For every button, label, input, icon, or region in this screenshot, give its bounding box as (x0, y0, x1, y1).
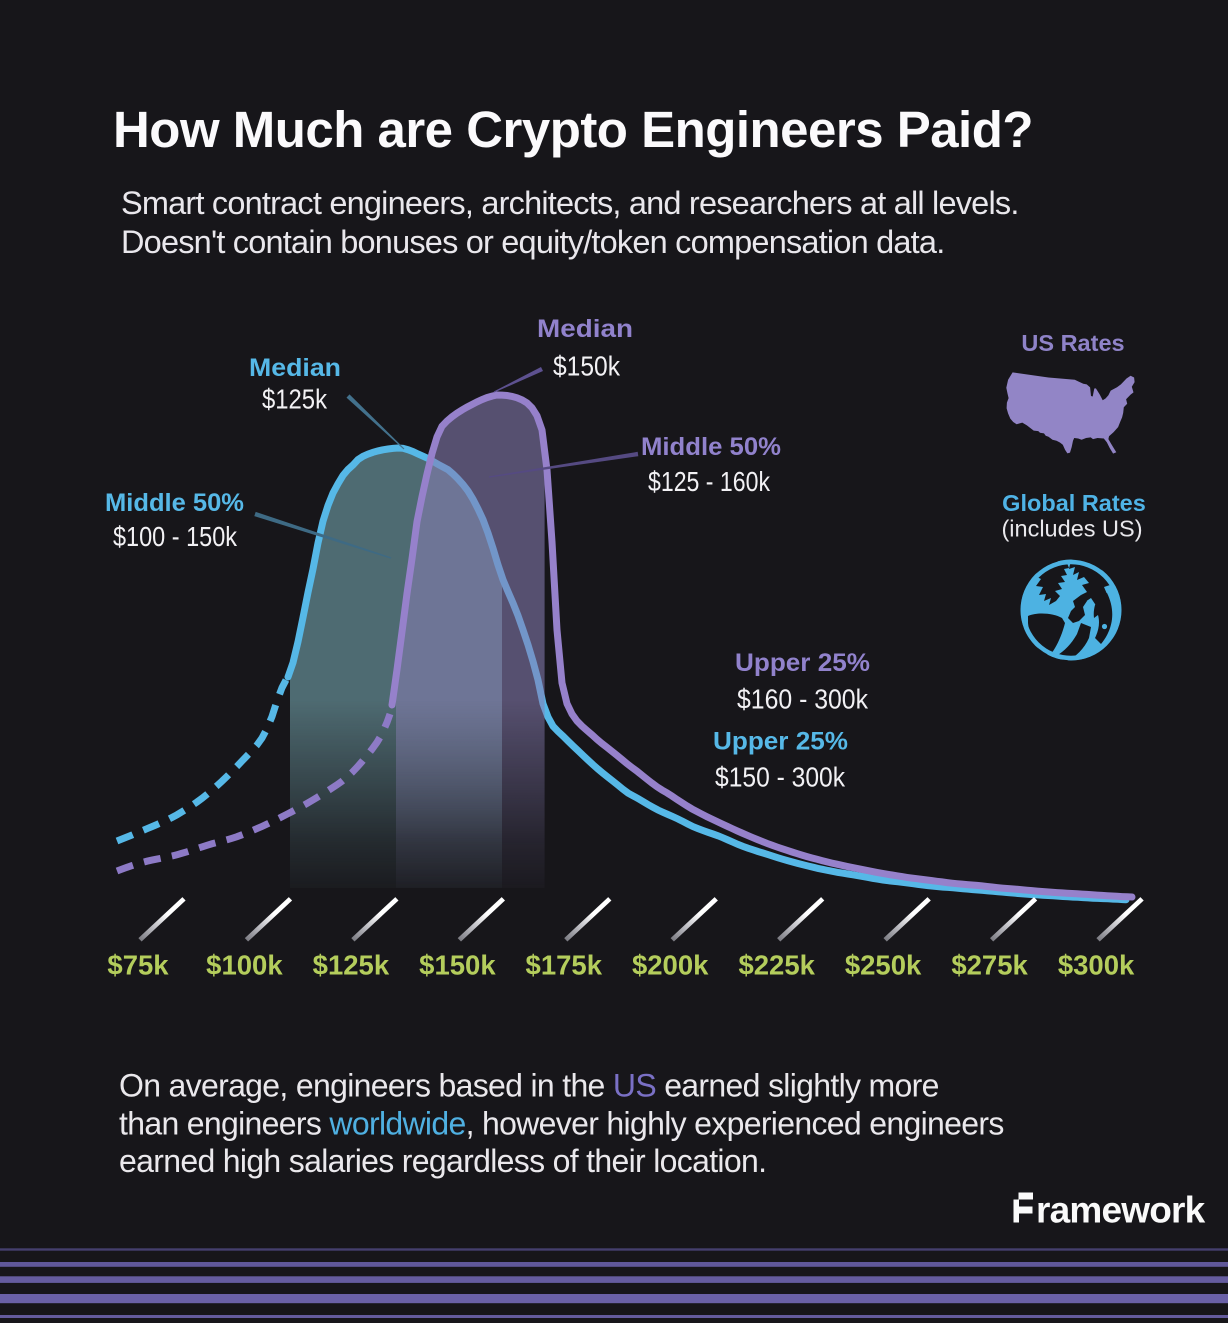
svg-text:$250k: $250k (845, 950, 922, 981)
svg-text:$150k: $150k (419, 950, 496, 981)
svg-text:$150k: $150k (553, 351, 621, 382)
svg-text:Global Rates: Global Rates (1002, 490, 1146, 516)
svg-text:Median: Median (249, 354, 341, 382)
svg-text:How Much are Crypto Engineers: How Much are Crypto Engineers Paid? (113, 101, 1033, 158)
svg-text:US Rates: US Rates (1021, 330, 1124, 356)
svg-text:$125k: $125k (262, 384, 328, 415)
svg-text:(includes US): (includes US) (1001, 516, 1142, 542)
svg-text:Middle 50%: Middle 50% (105, 489, 244, 517)
svg-text:Middle 50%: Middle 50% (641, 433, 781, 461)
svg-text:$225k: $225k (738, 950, 815, 981)
svg-text:$100 - 150k: $100 - 150k (113, 521, 238, 552)
svg-text:$275k: $275k (951, 950, 1028, 981)
svg-text:$200k: $200k (632, 950, 709, 981)
svg-text:$125k: $125k (313, 950, 390, 981)
svg-text:Smart contract engineers, arch: Smart contract engineers, architects, an… (121, 185, 1019, 221)
svg-text:Median: Median (537, 315, 633, 343)
svg-text:Doesn't contain bonuses or equ: Doesn't contain bonuses or equity/token … (121, 224, 944, 260)
svg-text:Upper 25%: Upper 25% (713, 728, 848, 756)
svg-text:$300k: $300k (1058, 950, 1135, 981)
svg-text:$150 - 300k: $150 - 300k (715, 762, 846, 793)
svg-text:ramework: ramework (1036, 1190, 1206, 1231)
svg-text:On average, engineers based in: On average, engineers based in the US ea… (119, 1068, 939, 1104)
svg-text:$175k: $175k (526, 950, 603, 981)
svg-text:$100k: $100k (206, 950, 283, 981)
svg-text:$75k: $75k (107, 950, 169, 981)
svg-text:$125 - 160k: $125 - 160k (648, 466, 771, 497)
svg-text:than engineers worldwide, howe: than engineers worldwide, however highly… (119, 1106, 1004, 1142)
svg-text:Upper 25%: Upper 25% (735, 649, 870, 677)
svg-text:earned high salaries regardles: earned high salaries regardless of their… (119, 1143, 766, 1179)
svg-text:$160 - 300k: $160 - 300k (737, 684, 869, 715)
